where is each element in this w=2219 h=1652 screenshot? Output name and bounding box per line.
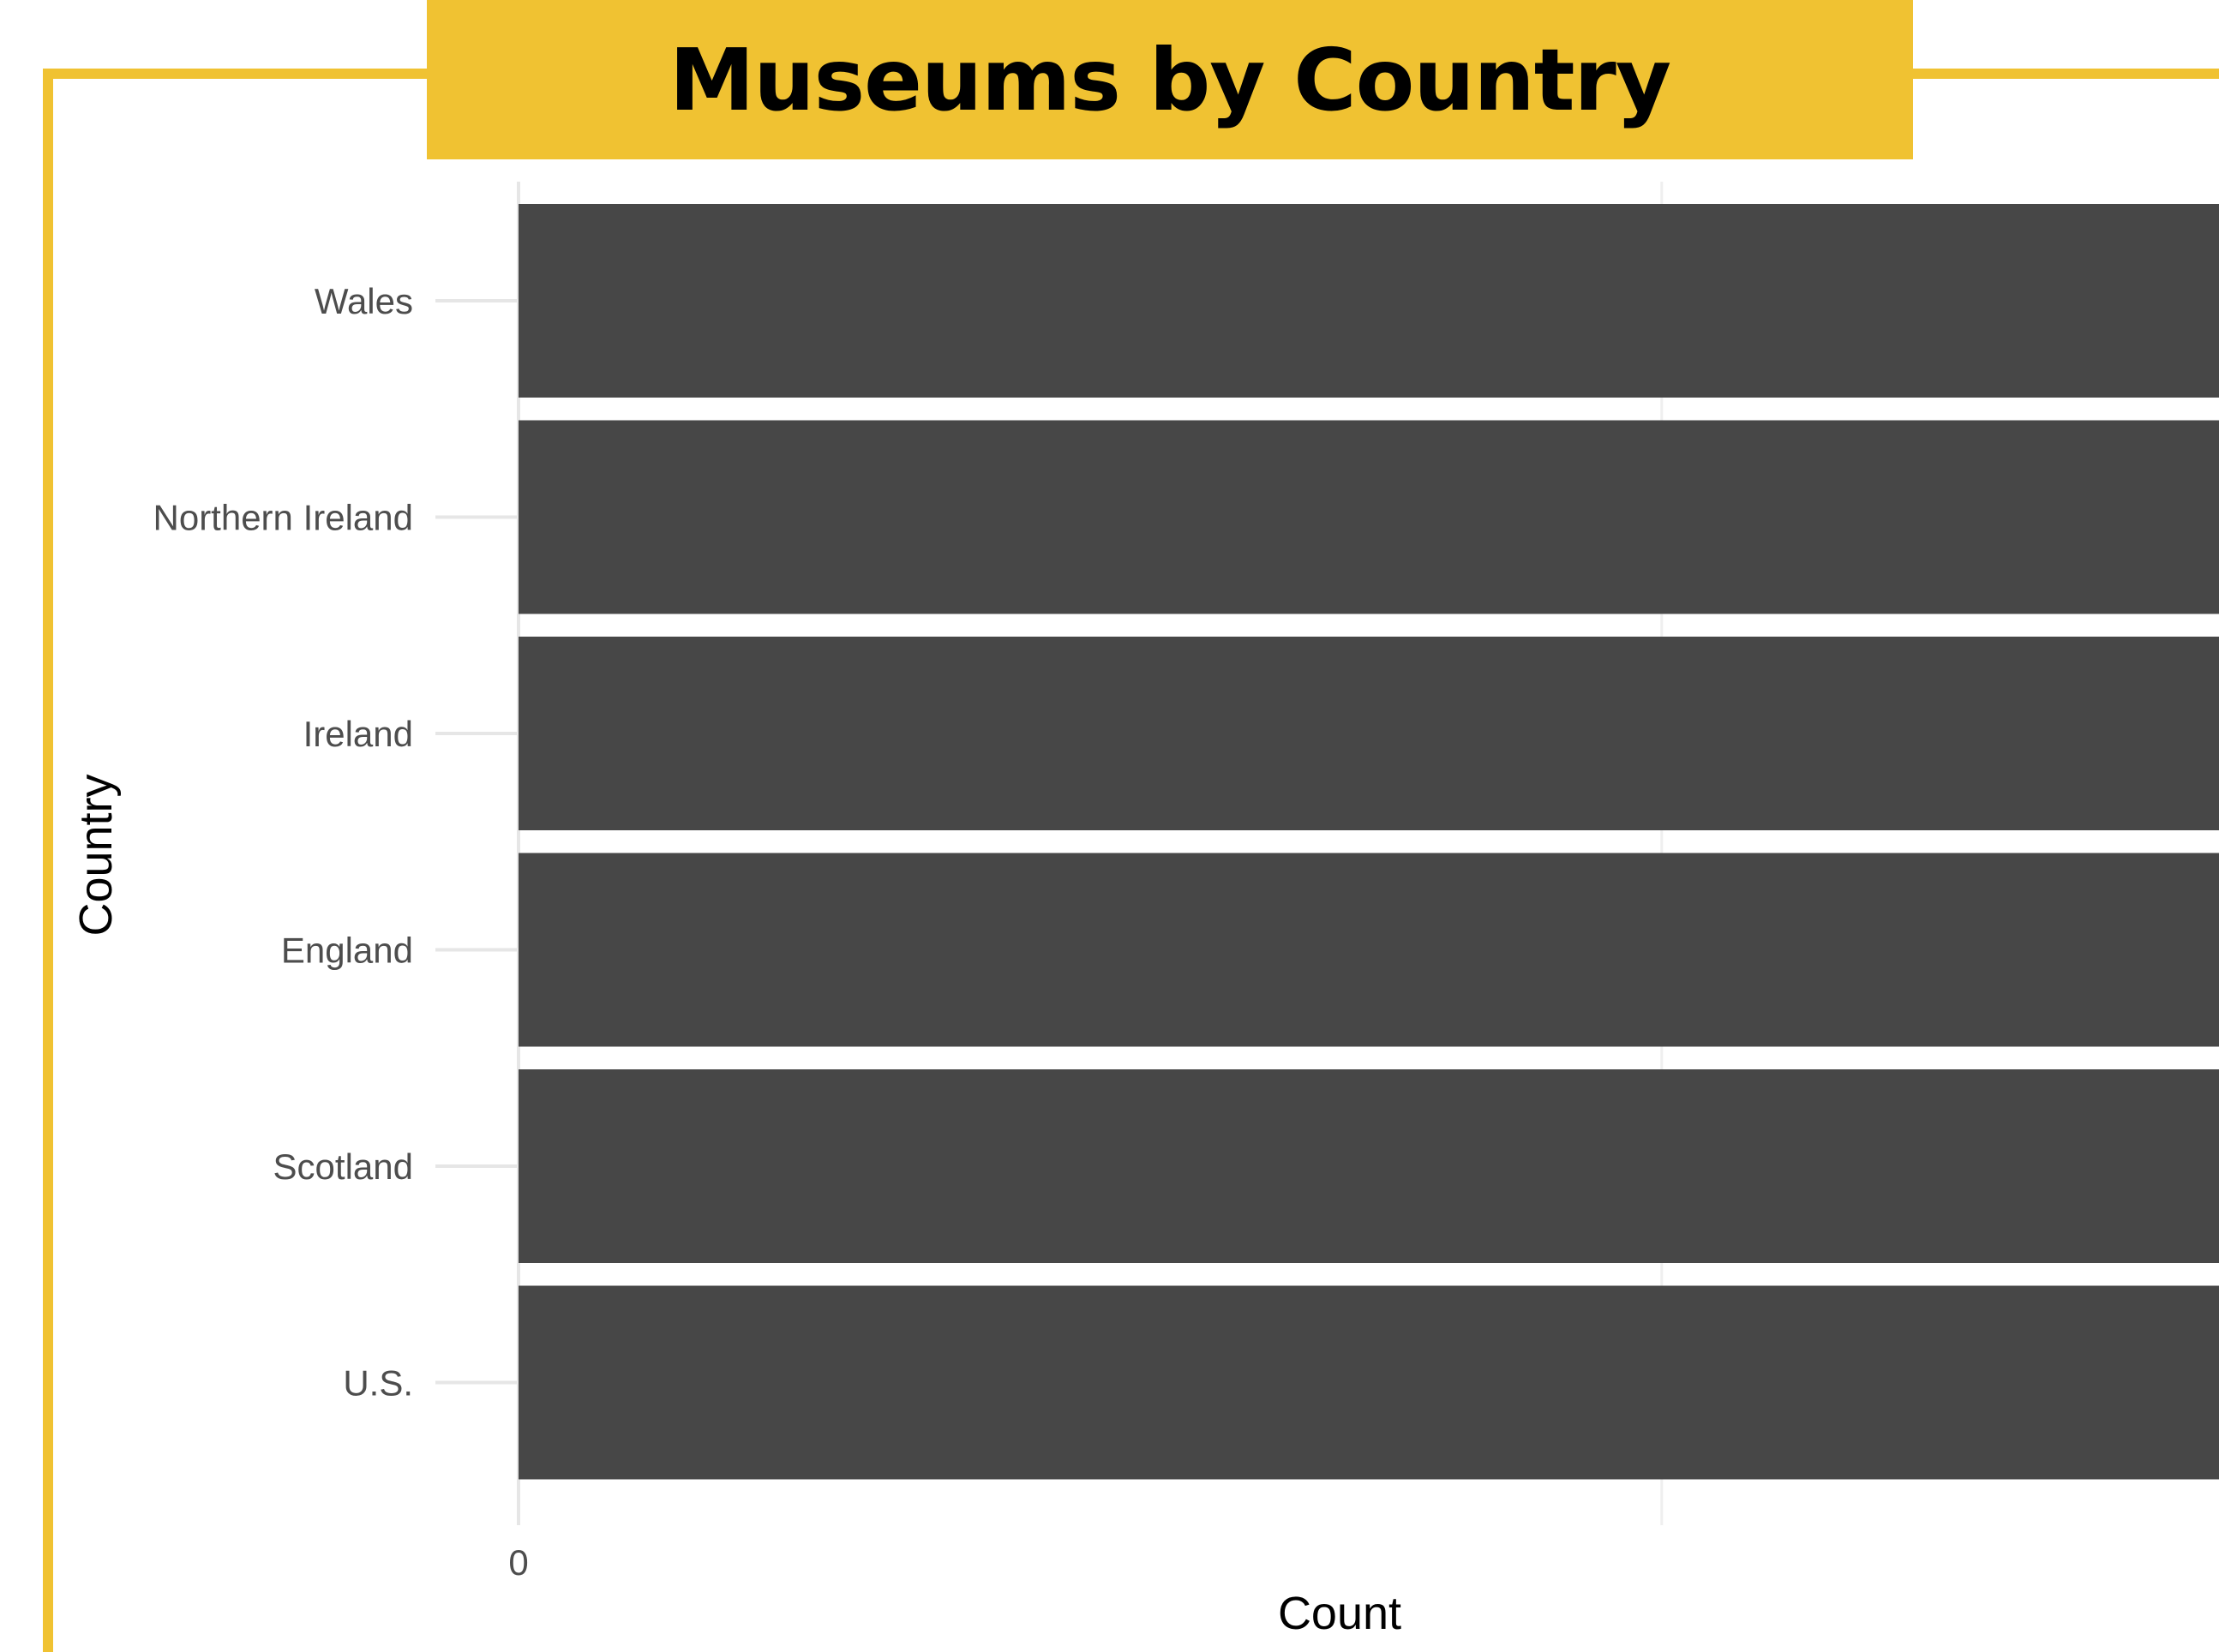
y-tick-labels: Wales Northern Ireland Ireland England Scotl… <box>153 281 414 1404</box>
accent-frame-top-right <box>1911 69 2219 79</box>
bar-wales <box>519 204 2219 398</box>
y-tick-label: England <box>281 931 413 971</box>
y-tick-label: Northern Ireland <box>153 498 414 538</box>
y-tick-label: U.S. <box>343 1363 413 1404</box>
bar-england <box>519 853 2219 1047</box>
y-tick-label: Wales <box>315 281 413 321</box>
bar-u-s <box>519 1285 2219 1480</box>
title-banner: Museums by Country <box>427 0 1913 159</box>
y-tick-label: Ireland <box>303 714 413 754</box>
bar-ireland <box>519 637 2219 830</box>
y-tick-label: Scotland <box>273 1146 413 1187</box>
x-tick-label: 0 <box>508 1542 528 1583</box>
x-axis-title: Count <box>1278 1588 1401 1639</box>
y-axis-title: Country <box>70 774 122 936</box>
chart-title: Museums by Country <box>669 29 1671 130</box>
accent-frame-left <box>43 69 53 1652</box>
accent-frame-top-left <box>43 69 429 79</box>
bar-scotland <box>519 1069 2219 1263</box>
x-tick-labels: 051015 <box>508 1542 528 1583</box>
bars <box>519 204 2219 1480</box>
bar-northern-ireland <box>519 420 2219 614</box>
